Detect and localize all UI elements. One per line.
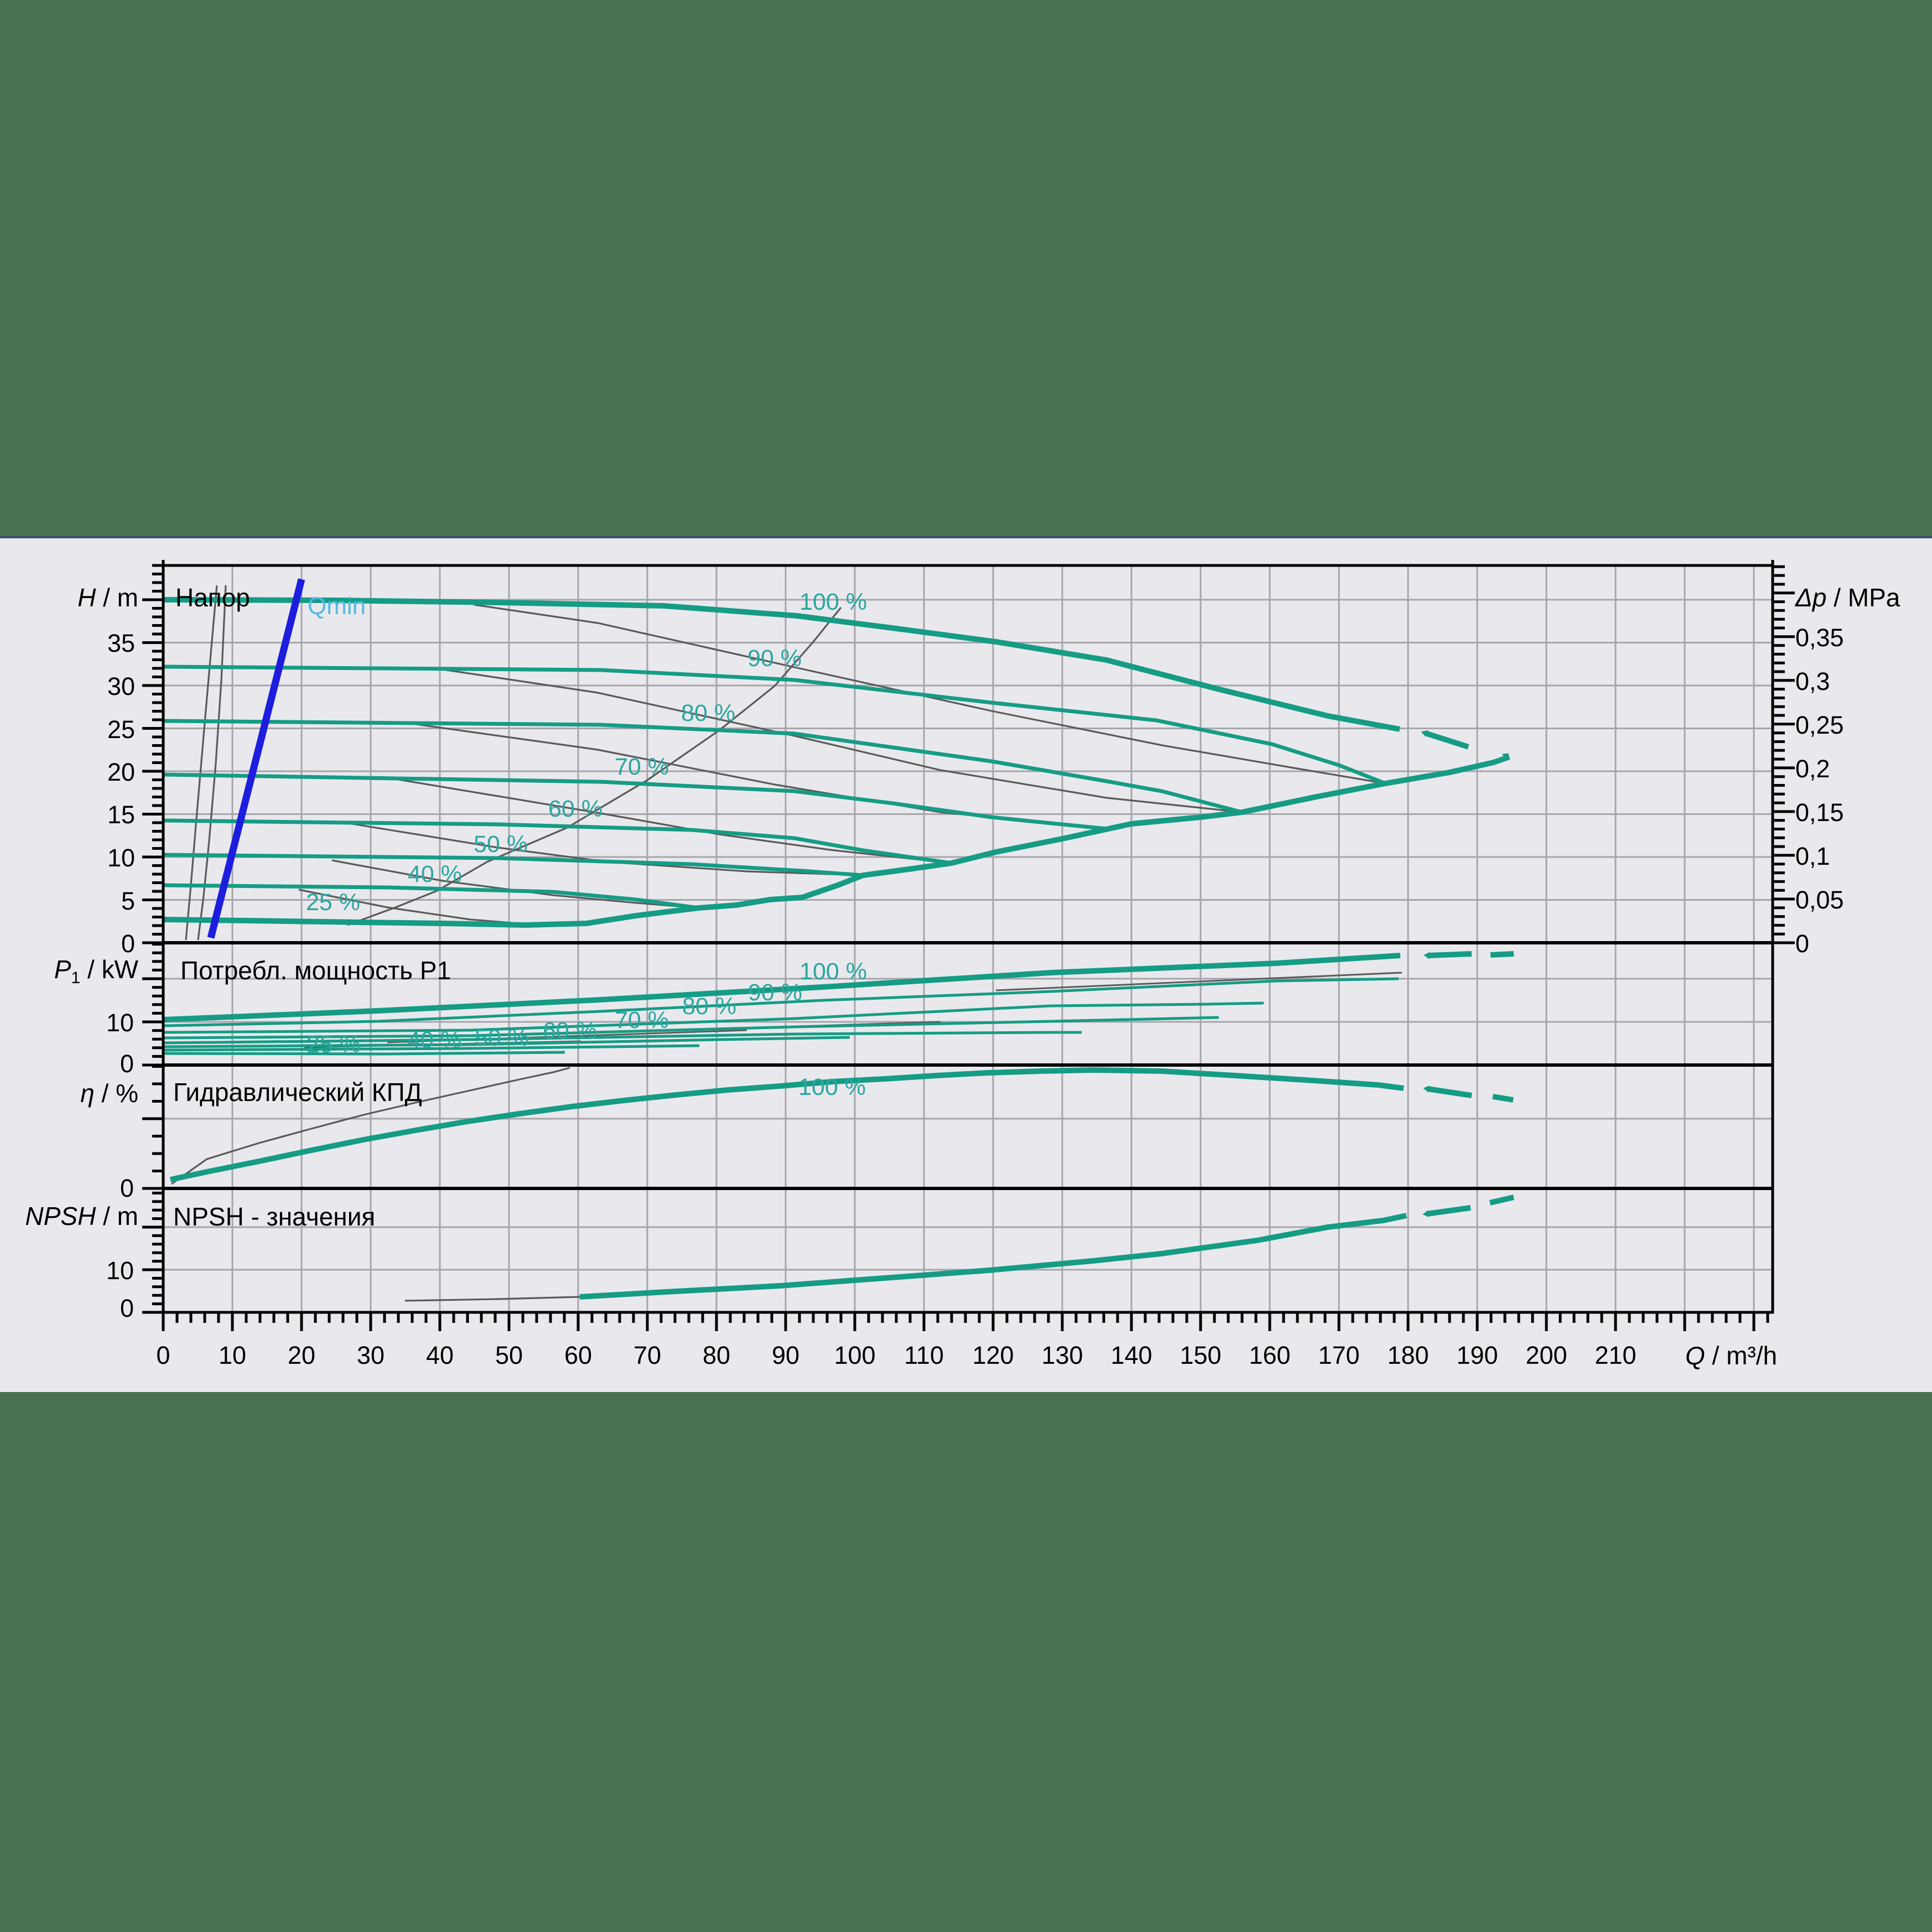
svg-text:Q / m³/h: Q / m³/h	[1685, 1341, 1777, 1370]
svg-text:90: 90	[772, 1341, 799, 1369]
svg-text:130: 130	[1041, 1341, 1083, 1369]
svg-text:Δp / MPa: Δp / MPa	[1795, 583, 1900, 612]
svg-text:0,3: 0,3	[1795, 667, 1830, 695]
svg-text:90 %: 90 %	[748, 979, 802, 1006]
svg-text:40: 40	[426, 1341, 454, 1369]
svg-text:0: 0	[121, 929, 135, 958]
svg-text:0: 0	[120, 1050, 134, 1078]
svg-text:150: 150	[1180, 1341, 1221, 1369]
svg-text:40 %: 40 %	[407, 1027, 461, 1053]
svg-text:10: 10	[107, 844, 135, 872]
svg-text:5: 5	[121, 887, 135, 915]
svg-text:10: 10	[219, 1341, 246, 1369]
svg-text:15: 15	[107, 801, 135, 829]
svg-text:H / m: H / m	[77, 583, 138, 612]
svg-text:80: 80	[703, 1341, 730, 1369]
svg-text:35: 35	[107, 629, 135, 657]
svg-text:0,25: 0,25	[1795, 711, 1844, 739]
svg-text:50 %: 50 %	[475, 1025, 529, 1051]
svg-text:90 %: 90 %	[747, 645, 802, 672]
svg-text:200: 200	[1525, 1341, 1567, 1369]
svg-text:170: 170	[1318, 1341, 1359, 1369]
svg-text:180: 180	[1387, 1341, 1429, 1369]
svg-text:50: 50	[495, 1341, 523, 1369]
svg-text:Напор: Напор	[175, 583, 250, 612]
svg-text:80 %: 80 %	[681, 700, 735, 726]
svg-text:NPSH / m: NPSH / m	[25, 1202, 138, 1230]
svg-text:0: 0	[120, 1294, 134, 1322]
svg-text:60 %: 60 %	[543, 1017, 597, 1044]
svg-text:25 %: 25 %	[307, 1031, 361, 1058]
svg-text:120: 120	[972, 1341, 1014, 1369]
svg-text:70 %: 70 %	[615, 754, 669, 780]
svg-text:100 %: 100 %	[798, 1074, 866, 1100]
svg-text:0: 0	[1795, 929, 1809, 958]
svg-text:190: 190	[1456, 1341, 1498, 1369]
svg-text:40 %: 40 %	[408, 861, 462, 887]
svg-text:210: 210	[1595, 1341, 1636, 1369]
svg-text:100: 100	[834, 1341, 875, 1369]
svg-text:Гидравлический КПД: Гидравлический КПД	[173, 1078, 422, 1107]
svg-text:50 %: 50 %	[474, 831, 528, 858]
svg-text:20: 20	[288, 1341, 315, 1369]
svg-text:0: 0	[156, 1341, 170, 1369]
svg-text:160: 160	[1249, 1341, 1290, 1369]
svg-text:P1 / kW: P1 / kW	[54, 955, 139, 987]
svg-text:80 %: 80 %	[682, 993, 736, 1020]
svg-text:60: 60	[564, 1341, 592, 1369]
svg-text:20: 20	[107, 758, 135, 786]
svg-text:0: 0	[120, 1174, 134, 1202]
svg-text:η / %: η / %	[80, 1079, 138, 1108]
svg-text:10: 10	[106, 1256, 134, 1285]
svg-text:0,35: 0,35	[1795, 624, 1844, 652]
svg-text:0,05: 0,05	[1795, 886, 1844, 914]
svg-text:25 %: 25 %	[306, 889, 360, 916]
svg-text:Потребл. мощность P1: Потребл. мощность P1	[180, 956, 451, 985]
svg-text:0,2: 0,2	[1795, 755, 1830, 783]
svg-text:70: 70	[633, 1341, 661, 1369]
svg-text:0,1: 0,1	[1795, 842, 1830, 870]
svg-text:25: 25	[107, 715, 135, 744]
svg-text:30: 30	[107, 672, 135, 700]
svg-text:10: 10	[106, 1009, 134, 1037]
svg-text:100 %: 100 %	[799, 958, 867, 985]
svg-text:30: 30	[357, 1341, 385, 1369]
svg-text:0,15: 0,15	[1795, 798, 1844, 827]
svg-text:NPSH - значения: NPSH - значения	[173, 1202, 375, 1231]
svg-text:140: 140	[1110, 1341, 1152, 1369]
svg-text:100 %: 100 %	[799, 589, 867, 615]
svg-text:110: 110	[904, 1341, 944, 1369]
svg-text:60 %: 60 %	[548, 796, 603, 822]
svg-text:Qmin: Qmin	[308, 593, 366, 620]
svg-text:70 %: 70 %	[615, 1007, 669, 1033]
